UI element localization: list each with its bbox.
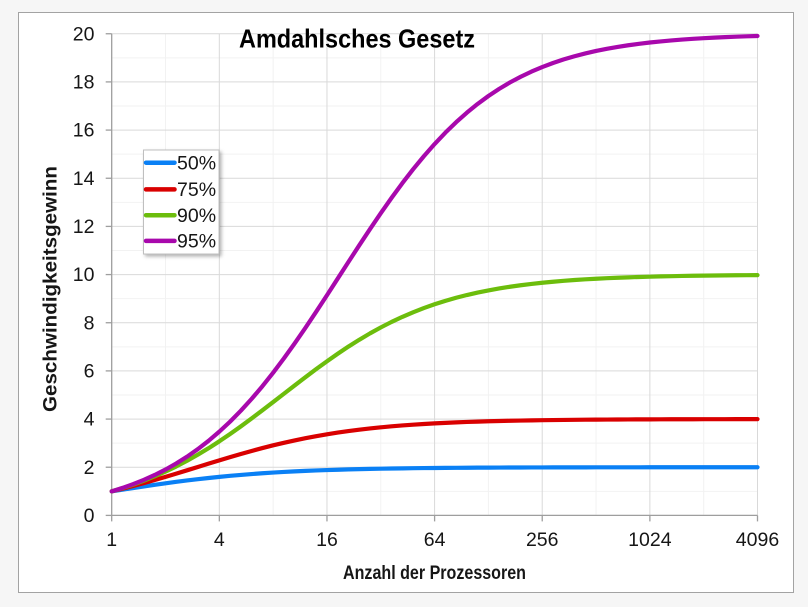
svg-text:Geschwindigkeitsgewinn: Geschwindigkeitsgewinn — [40, 166, 62, 412]
svg-text:4096: 4096 — [736, 529, 779, 551]
svg-text:16: 16 — [73, 120, 95, 142]
svg-text:95%: 95% — [177, 231, 216, 253]
svg-text:1024: 1024 — [628, 529, 672, 551]
svg-text:2: 2 — [84, 457, 95, 479]
svg-text:256: 256 — [526, 529, 559, 551]
svg-text:90%: 90% — [177, 205, 216, 227]
svg-text:16: 16 — [316, 529, 338, 551]
svg-text:8: 8 — [84, 312, 95, 334]
svg-text:50%: 50% — [177, 152, 216, 174]
svg-text:Amdahlsches Gesetz: Amdahlsches Gesetz — [239, 24, 475, 54]
svg-text:12: 12 — [73, 216, 95, 238]
svg-text:6: 6 — [84, 361, 95, 383]
svg-text:75%: 75% — [177, 179, 216, 201]
svg-text:10: 10 — [73, 264, 95, 286]
svg-text:20: 20 — [73, 23, 95, 45]
svg-text:4: 4 — [214, 529, 225, 551]
svg-text:64: 64 — [424, 529, 446, 551]
svg-text:0: 0 — [84, 505, 95, 527]
svg-text:1: 1 — [106, 529, 117, 551]
svg-text:4: 4 — [84, 409, 95, 431]
svg-text:18: 18 — [73, 72, 95, 94]
svg-text:14: 14 — [73, 168, 95, 190]
svg-text:Anzahl der Prozessoren: Anzahl der Prozessoren — [343, 562, 526, 584]
